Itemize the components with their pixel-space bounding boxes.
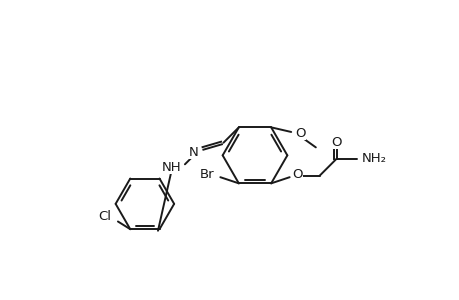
Text: NH₂: NH₂: [360, 152, 386, 165]
Text: O: O: [292, 168, 302, 182]
Text: O: O: [330, 136, 341, 149]
Text: O: O: [294, 127, 305, 140]
Text: N: N: [188, 146, 197, 159]
Text: Br: Br: [199, 168, 214, 182]
Text: Cl: Cl: [98, 210, 111, 224]
Text: NH: NH: [161, 161, 181, 174]
